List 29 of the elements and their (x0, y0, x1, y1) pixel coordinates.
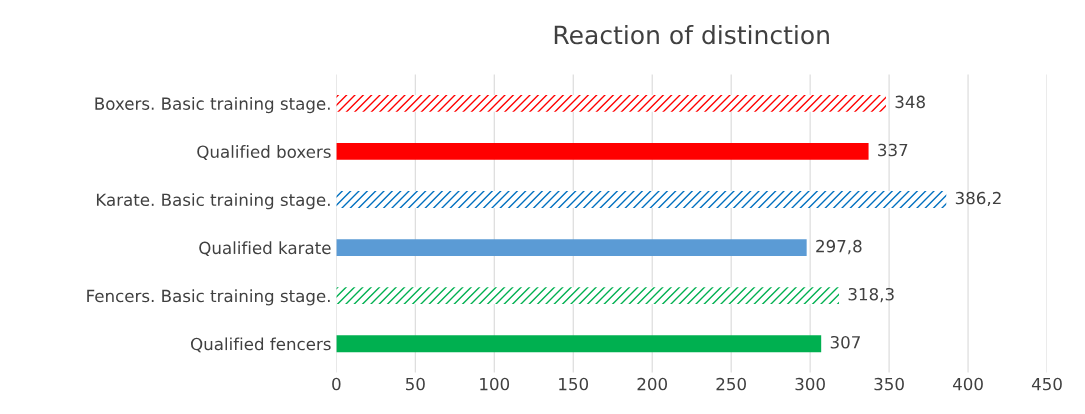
x-tick-label: 50 (406, 377, 425, 391)
x-tick-label: 250 (716, 377, 746, 391)
data-label: 307 (830, 335, 860, 349)
bar (336, 287, 840, 305)
y-tick-label: Qualified fencers (191, 337, 331, 353)
x-tick-label: 150 (559, 377, 589, 391)
data-label: 318,3 (848, 287, 894, 303)
data-label: 386,2 (955, 191, 1001, 207)
bar (336, 191, 947, 208)
y-tick-label: Fencers. Basic training stage. (87, 289, 330, 306)
x-tick-label: 400 (952, 377, 983, 391)
bar (336, 94, 886, 112)
data-label: 297,8 (816, 239, 862, 255)
x-tick-label: 450 (1031, 377, 1062, 391)
x-tick-label: 300 (795, 377, 825, 391)
x-tick-label: 350 (874, 377, 904, 391)
bar (336, 143, 869, 160)
y-tick-label: Boxers. Basic training stage. (95, 97, 330, 114)
y-tick-label: Qualified boxers (197, 145, 331, 160)
data-label: 348 (895, 95, 925, 109)
bar (336, 335, 822, 353)
bar (336, 239, 807, 257)
x-tick-label: 100 (480, 377, 510, 391)
chart-title: Reaction of distinction (554, 24, 829, 45)
x-tick-label: 0 (332, 377, 341, 391)
x-tick-label: 200 (637, 377, 667, 391)
y-tick-label: Karate. Basic training stage. (96, 193, 330, 210)
data-label: 337 (878, 143, 908, 157)
y-tick-label: Qualified karate (199, 241, 331, 257)
